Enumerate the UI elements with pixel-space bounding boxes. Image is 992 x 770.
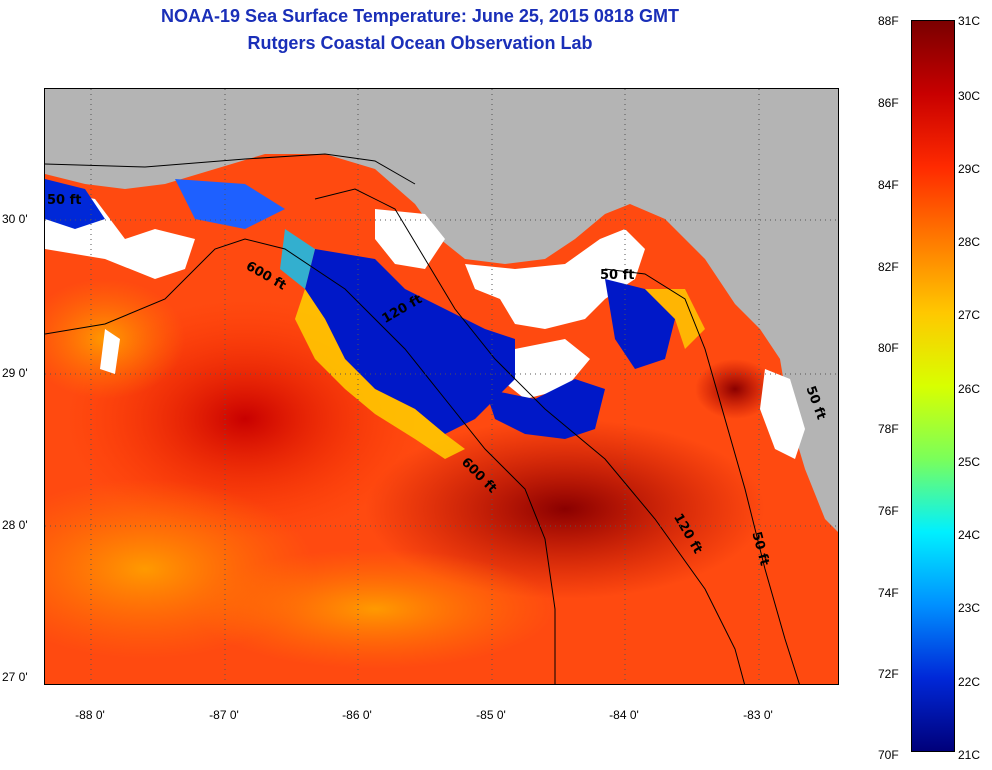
colorbar-c-label: 22C (958, 675, 981, 689)
warm-patch (365, 419, 765, 599)
warm-patch (195, 549, 555, 669)
lon-label: -86 0' (342, 708, 372, 722)
colorbar-c-label: 21C (958, 748, 981, 762)
colorbar-c-label: 26C (958, 382, 981, 396)
transition-band (280, 229, 315, 289)
sst-map: 600 ft 600 ft 120 ft 50 ft 50 ft 120 ft … (44, 88, 839, 685)
colorbar-f-label: 86F (878, 96, 899, 110)
lat-label: 30 0' (2, 212, 28, 226)
colorbar-f-label: 84F (878, 178, 899, 192)
map-title: NOAA-19 Sea Surface Temperature: June 25… (161, 6, 679, 26)
temperature-colorbar (911, 20, 955, 752)
lat-label: 27 0' (2, 670, 28, 684)
contour-50ft-shelf (45, 153, 416, 185)
contour-600ft (45, 238, 556, 684)
cloud-patch (100, 329, 120, 374)
colorbar-c-label: 30C (958, 89, 981, 103)
contour-50ft (604, 268, 800, 684)
colorbar-f-label: 82F (878, 260, 899, 274)
cold-water (175, 179, 285, 229)
lon-label: -83 0' (743, 708, 773, 722)
cold-water (305, 249, 515, 434)
colorbar-c-label: 31C (958, 14, 981, 28)
sst-map-canvas: 600 ft 600 ft 120 ft 50 ft 50 ft 120 ft … (45, 89, 838, 684)
transition-band (645, 289, 705, 349)
map-subtitle: Rutgers Coastal Ocean Observation Lab (247, 33, 593, 53)
lat-label: 29 0' (2, 366, 28, 380)
colorbar-c-label: 27C (958, 308, 981, 322)
colorbar-c-label: 23C (958, 601, 981, 615)
colorbar-f-label: 80F (878, 341, 899, 355)
lat-label: 28 0' (2, 518, 28, 532)
colorbar-f-label: 76F (878, 504, 899, 518)
cloud-patch (375, 209, 445, 269)
lon-label: -87 0' (209, 708, 239, 722)
colorbar-c-label: 25C (958, 455, 981, 469)
colorbar-c-label: 24C (958, 528, 981, 542)
lon-label: -85 0' (476, 708, 506, 722)
cold-water (45, 179, 105, 229)
cloud-patch (760, 369, 805, 459)
lon-label: -84 0' (609, 708, 639, 722)
contour-120ft (314, 188, 745, 684)
colorbar-f-label: 78F (878, 422, 899, 436)
colorbar-f-label: 70F (878, 748, 899, 762)
land-area (45, 89, 838, 532)
colorbar-f-label: 88F (878, 14, 899, 28)
contour-label: 50 ft (47, 193, 82, 208)
contour-label: 50 ft (600, 268, 635, 283)
colorbar-c-label: 29C (958, 162, 981, 176)
colorbar-f-label: 72F (878, 667, 899, 681)
transition-band (295, 289, 465, 459)
lon-label: -88 0' (75, 708, 105, 722)
colorbar-c-label: 28C (958, 235, 981, 249)
colorbar-f-label: 74F (878, 586, 899, 600)
cloud-patch (465, 229, 645, 329)
